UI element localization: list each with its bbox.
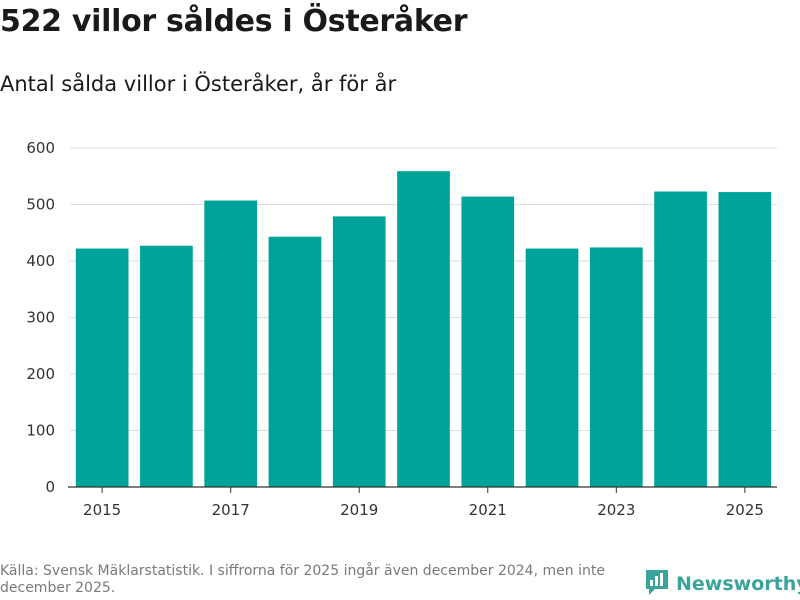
chart-title: 522 villor såldes i Österåker bbox=[0, 4, 468, 39]
source-note: Källa: Svensk Mäklarstatistik. I siffror… bbox=[0, 563, 605, 596]
bar[interactable] bbox=[654, 191, 707, 487]
y-tick-label: 600 bbox=[26, 139, 55, 157]
y-tick-label: 100 bbox=[26, 422, 55, 440]
x-tick-label: 2015 bbox=[83, 501, 121, 519]
x-tick-label: 2025 bbox=[726, 501, 764, 519]
brand-name: Newsworthy bbox=[676, 573, 800, 595]
bar[interactable] bbox=[268, 236, 322, 487]
bar[interactable] bbox=[589, 247, 643, 487]
bar[interactable] bbox=[204, 200, 258, 488]
y-tick-label: 0 bbox=[45, 478, 55, 496]
brand-logo[interactable]: Newsworthy bbox=[644, 568, 800, 600]
y-tick-label: 200 bbox=[26, 365, 55, 383]
bar[interactable] bbox=[397, 171, 450, 488]
y-tick-label: 400 bbox=[26, 252, 55, 270]
bar[interactable] bbox=[525, 248, 579, 487]
bar[interactable] bbox=[461, 196, 515, 487]
bar[interactable] bbox=[140, 245, 193, 487]
axes: 0 100 200 300 400 500 600 2015 2017 2019 2021 2023 2… bbox=[26, 139, 777, 519]
x-tick-label: 2019 bbox=[340, 501, 378, 519]
x-tick-label: 2021 bbox=[469, 501, 507, 519]
y-tick-label: 500 bbox=[26, 196, 55, 214]
bar[interactable] bbox=[332, 216, 386, 488]
y-tick-label: 300 bbox=[26, 309, 55, 327]
newsworthy-logo-icon bbox=[644, 568, 670, 600]
chart-subtitle: Antal sålda villor i Österåker, år för å… bbox=[0, 72, 397, 96]
bars bbox=[75, 171, 772, 488]
bar[interactable] bbox=[75, 248, 129, 487]
bar-chart: 0 100 200 300 400 500 600 2015 2017 2019 2021 2023 2… bbox=[26, 139, 777, 519]
bar[interactable] bbox=[718, 192, 772, 487]
x-tick-label: 2023 bbox=[597, 501, 635, 519]
x-tick-label: 2017 bbox=[212, 501, 250, 519]
